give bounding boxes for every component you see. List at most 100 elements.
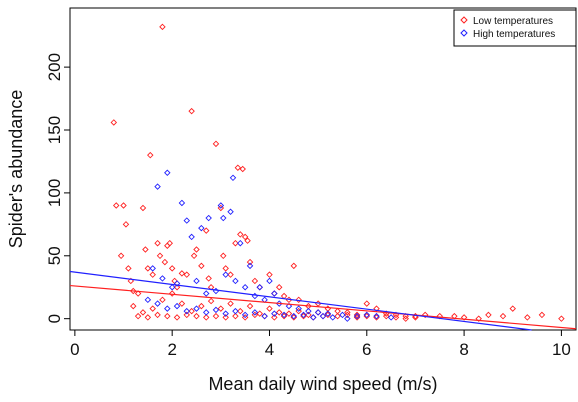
data-point	[227, 271, 234, 278]
data-point	[285, 310, 293, 317]
legend-item-low: Low temperatures	[460, 16, 553, 27]
legend: Low temperatures High temperatures	[453, 9, 577, 47]
data-point	[334, 312, 341, 320]
legend-item-high: High temperatures	[460, 29, 555, 40]
data-point	[173, 283, 181, 291]
data-point	[154, 239, 161, 247]
x-tick-label: 10	[552, 340, 571, 359]
y-tick-label: 200	[45, 53, 64, 81]
data-point	[149, 271, 156, 278]
data-point	[246, 258, 254, 266]
data-point	[190, 252, 198, 260]
data-point	[485, 311, 492, 319]
data-point	[266, 271, 273, 278]
data-point	[205, 275, 212, 282]
data-point	[324, 310, 332, 317]
data-point	[178, 270, 186, 277]
data-point	[387, 314, 395, 321]
data-point	[147, 151, 154, 159]
data-point	[363, 300, 371, 307]
data-point	[300, 311, 307, 319]
data-point	[127, 277, 135, 285]
data-point	[112, 202, 120, 209]
data-point	[183, 271, 191, 278]
y-axis-label: Spider's abundance	[6, 90, 26, 249]
data-point	[271, 290, 278, 297]
data-point	[183, 311, 191, 319]
data-point	[256, 310, 263, 317]
data-point	[144, 265, 152, 272]
data-point	[353, 312, 361, 320]
data-point	[130, 302, 137, 310]
data-point	[229, 174, 237, 182]
data-point	[168, 290, 176, 297]
data-point	[344, 309, 351, 316]
data-point	[509, 305, 516, 312]
data-point	[154, 183, 161, 190]
data-point	[499, 312, 507, 320]
data-point	[205, 214, 212, 222]
data-point	[161, 258, 169, 266]
data-point	[402, 312, 409, 320]
x-tick-label: 0	[70, 340, 79, 359]
x-tick-label: 2	[167, 340, 176, 359]
data-point	[314, 309, 322, 316]
legend-box	[453, 9, 577, 47]
data-point	[241, 283, 249, 291]
data-point	[319, 312, 327, 320]
data-point	[222, 314, 229, 321]
data-point	[261, 312, 268, 320]
data-point	[314, 309, 322, 316]
data-point	[339, 311, 346, 319]
data-point	[290, 262, 298, 270]
data-point	[183, 307, 191, 315]
data-point	[139, 204, 147, 212]
data-point	[193, 277, 200, 285]
x-tick-label: 6	[362, 340, 371, 359]
data-point	[373, 312, 380, 320]
data-point	[173, 280, 181, 287]
data-point	[239, 165, 246, 173]
data-point	[237, 307, 244, 315]
data-point	[144, 296, 152, 304]
data-point	[392, 314, 400, 321]
y-axis: 0 50 100 150 200	[45, 53, 70, 323]
data-point	[280, 311, 288, 319]
fit-line-low	[69, 284, 577, 330]
data-point	[266, 305, 273, 312]
data-point	[166, 239, 173, 247]
data-point	[173, 302, 181, 310]
data-point	[110, 119, 118, 126]
data-point	[220, 214, 227, 222]
data-point	[232, 307, 239, 315]
data-point	[207, 297, 215, 305]
data-point	[295, 296, 302, 304]
data-point	[241, 233, 249, 241]
y-tick-label: 150	[45, 116, 64, 144]
legend-low-label: Low temperatures	[473, 16, 553, 27]
data-point	[256, 283, 263, 291]
data-point	[295, 305, 302, 312]
data-point	[222, 265, 229, 272]
data-point	[266, 277, 273, 285]
data-point	[125, 265, 132, 272]
y-tick-label: 50	[45, 246, 64, 265]
data-point	[246, 302, 254, 310]
data-point	[198, 262, 205, 270]
data-point	[149, 305, 156, 312]
data-point	[202, 290, 210, 297]
data-point	[212, 140, 220, 148]
data-point	[198, 302, 205, 310]
data-point	[310, 314, 317, 321]
data-point	[178, 199, 186, 207]
data-point	[244, 237, 251, 244]
data-point	[256, 283, 263, 291]
data-point	[217, 305, 225, 312]
series-low-temperatures	[110, 23, 565, 322]
data-point	[154, 311, 161, 319]
data-point	[290, 312, 298, 320]
data-point	[295, 307, 302, 315]
data-point	[237, 231, 244, 238]
data-point	[217, 202, 225, 209]
